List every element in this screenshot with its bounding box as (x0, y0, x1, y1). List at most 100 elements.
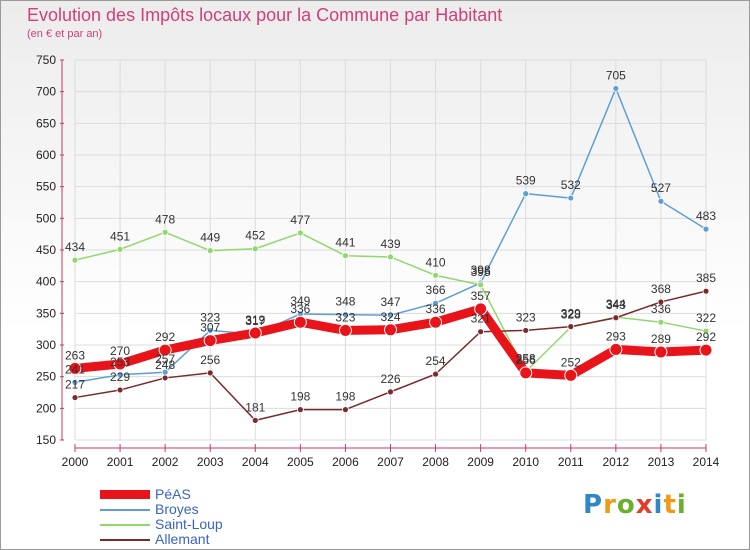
data-point (609, 342, 623, 356)
data-label: 263 (65, 348, 85, 362)
y-tick-label: 450 (36, 243, 56, 257)
logo-letter: x (635, 490, 654, 520)
data-point (432, 299, 439, 307)
data-label: 347 (380, 295, 400, 309)
logo-letter: t (663, 490, 677, 520)
data-point (657, 298, 665, 306)
x-tick-label: 2007 (377, 455, 404, 469)
data-label: 323 (335, 310, 355, 324)
data-label: 349 (290, 294, 310, 308)
data-label: 226 (380, 372, 400, 386)
data-label: 344 (606, 297, 626, 311)
y-tick-label: 350 (36, 306, 56, 320)
data-label: 449 (200, 231, 220, 245)
data-point (702, 287, 710, 295)
data-point (387, 253, 394, 261)
data-point (657, 318, 665, 326)
data-point (116, 386, 124, 394)
legend-label: PéAS (155, 486, 191, 502)
data-point (248, 326, 262, 340)
data-point (702, 225, 710, 233)
x-tick-label: 2006 (332, 455, 359, 469)
data-point (567, 323, 575, 331)
data-label: 441 (335, 236, 355, 250)
data-label: 410 (426, 255, 446, 269)
data-label: 289 (651, 332, 671, 346)
legend: PéAS Broyes Saint-Loup Allemant (100, 486, 320, 547)
data-point (71, 378, 79, 386)
logo-letter: o (616, 490, 636, 520)
data-label: 452 (245, 229, 265, 243)
data-label: 181 (245, 400, 265, 414)
data-label: 539 (516, 174, 536, 188)
data-label: 270 (110, 344, 130, 358)
data-label: 241 (65, 362, 85, 376)
data-label: 336 (426, 302, 446, 316)
data-label: 434 (65, 240, 85, 254)
data-point (206, 247, 214, 255)
data-point (203, 334, 217, 348)
data-point (612, 85, 620, 92)
data-point (429, 315, 443, 329)
data-label: 385 (696, 271, 716, 285)
x-tick-label: 2000 (62, 455, 89, 469)
data-label: 395 (471, 265, 491, 279)
x-tick-label: 2014 (693, 455, 720, 469)
x-tick-label: 2004 (242, 455, 269, 469)
data-point (477, 328, 485, 336)
data-label: 292 (155, 330, 175, 344)
data-label: 322 (696, 311, 716, 325)
data-label: 324 (380, 310, 400, 324)
data-point (296, 406, 304, 414)
data-label: 321 (471, 312, 491, 326)
data-label: 254 (426, 354, 446, 368)
logo-letter: i (653, 490, 664, 520)
data-label: 527 (651, 181, 671, 195)
logo-letter: i (676, 490, 687, 520)
legend-label: Allemant (155, 531, 210, 547)
legend-label: Broyes (155, 501, 199, 517)
x-tick-label: 2005 (287, 455, 314, 469)
y-tick-label: 250 (36, 370, 56, 384)
legend-item-saint-loup: Saint-Loup (100, 516, 320, 532)
data-label: 398 (471, 263, 491, 277)
data-label: 257 (155, 352, 175, 366)
data-point (293, 315, 307, 329)
data-label: 477 (290, 213, 310, 227)
chart-subtitle: (en € et par an) (27, 28, 103, 40)
data-label: 357 (471, 289, 491, 303)
data-point (71, 256, 79, 264)
x-tick-label: 2010 (512, 455, 539, 469)
data-point (477, 281, 485, 289)
y-tick-label: 750 (36, 53, 56, 67)
data-point (474, 302, 488, 316)
data-label: 336 (290, 302, 310, 316)
data-point (116, 245, 124, 253)
data-point (338, 323, 352, 337)
data-point (251, 245, 259, 253)
data-label: 329 (561, 307, 581, 321)
data-point (612, 314, 620, 322)
data-label: 323 (200, 310, 220, 324)
data-point (702, 327, 710, 335)
y-tick-label: 200 (36, 401, 56, 415)
legend-item-peas: PéAS (100, 486, 320, 502)
data-point (251, 416, 259, 424)
data-label: 229 (110, 370, 130, 384)
legend-label: Saint-Loup (155, 516, 223, 532)
chart-title: Evolution des Impôts locaux pour la Comm… (27, 5, 503, 25)
x-tick-label: 2002 (152, 455, 179, 469)
x-tick-label: 2012 (603, 455, 630, 469)
data-label: 532 (561, 178, 581, 192)
data-label: 256 (516, 353, 536, 367)
data-label: 252 (561, 355, 581, 369)
data-label: 439 (380, 237, 400, 251)
data-point (296, 229, 304, 237)
y-tick-label: 550 (36, 180, 56, 194)
proxiti-logo: Proxiti (583, 490, 687, 520)
data-point (206, 369, 214, 377)
data-point (113, 357, 127, 371)
data-point (206, 327, 214, 334)
data-point (342, 252, 349, 260)
data-label: 478 (155, 212, 175, 226)
